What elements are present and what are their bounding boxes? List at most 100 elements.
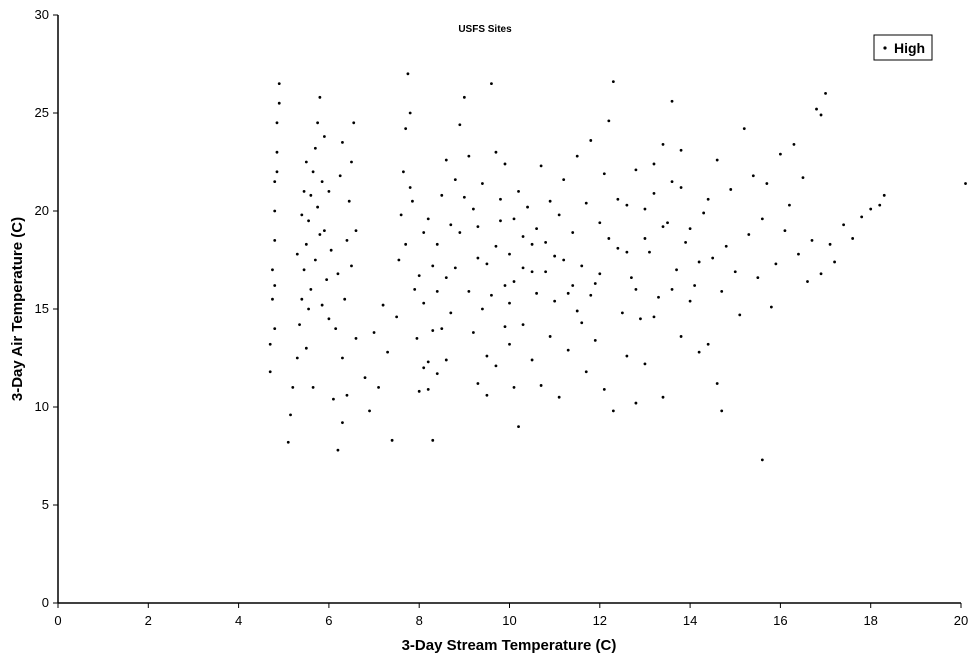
scatter-point [670,99,674,103]
scatter-point [453,178,457,182]
scatter-point [553,299,557,303]
scatter-point [295,252,299,256]
scatter-point [724,244,728,248]
scatter-point [706,342,710,346]
scatter-point [354,229,358,233]
scatter-point [779,152,782,156]
scatter-point [481,307,484,311]
scatter-point [815,107,818,111]
scatter-point [395,315,399,319]
scatter-point [593,282,597,285]
y-tick-label: 25 [35,105,49,120]
scatter-point [810,239,814,242]
scatter-point [485,354,489,358]
y-tick-label: 20 [35,203,49,218]
scatter-point [503,325,507,329]
scatter-point [833,260,836,264]
scatter-point [539,384,543,387]
scatter-point [300,213,304,217]
scatter-point [517,425,520,428]
scatter-point [878,203,882,207]
scatter-point [729,188,733,191]
x-tick-label: 2 [145,613,152,628]
scatter-point [341,141,344,144]
legend: High [873,34,933,61]
scatter-point [426,387,430,391]
scatter-point [352,121,356,125]
scatter-point [742,127,746,131]
x-ticks: 0 2 4 6 8 10 12 14 16 18 20 [54,603,968,628]
scatter-point [544,240,548,244]
scatter-point [449,311,453,315]
y-tick-label: 5 [42,497,49,512]
scatter-point [634,401,638,405]
scatter-point [548,335,552,338]
scatter-point [408,111,412,115]
scatter-point [571,284,575,287]
scatter-point [485,393,489,397]
x-tick-label: 10 [502,613,516,628]
scatter-point [530,270,534,274]
scatter-point [526,205,529,209]
scatter-point [422,231,426,234]
scatter-point [602,172,606,176]
scatter-point [697,350,701,354]
scatter-point [440,193,444,197]
scatter-point [453,266,457,270]
scatter-point [363,376,367,379]
scatter-point [320,303,324,307]
scatter-point [417,389,421,393]
scatter-point [313,258,317,262]
scatter-point [334,327,338,330]
scatter-point [688,299,692,303]
scatter-point [679,335,683,338]
scatter-point [964,182,967,185]
scatter-point [598,221,602,225]
scatter-point [792,142,796,146]
scatter-point [661,395,665,399]
scatter-point [580,321,584,325]
scatter-point [557,213,561,217]
scatter-point [275,150,279,154]
scatter-point [417,274,421,278]
scatter-point [652,315,656,319]
scatter-point [406,72,410,76]
scatter-point [311,170,315,174]
scatter-point [684,240,687,244]
y-ticks: 0 5 10 15 20 25 30 [35,7,58,610]
x-axis-title: 3-Day Stream Temperature (C) [402,637,617,654]
scatter-point [372,331,376,334]
scatter-point [345,393,349,397]
scatter-point [350,264,353,268]
scatter-point [634,288,638,291]
scatter-point [589,293,593,297]
scatter-point [706,197,710,201]
scatter-point [449,223,453,227]
scatter-point [304,242,308,246]
scatter-point [307,307,310,311]
chart-title: USFS Sites [458,24,512,35]
scatter-point [273,327,277,330]
scatter-point [422,366,426,370]
scatter-point [411,199,414,203]
scatter-point [652,162,656,166]
scatter-point [616,197,620,201]
legend-marker [883,46,887,50]
scatter-point [304,346,308,350]
scatter-point [661,225,665,229]
scatter-point [842,223,846,227]
scatter-point [309,288,313,291]
scatter-point [426,360,430,364]
scatter-point [580,264,584,268]
scatter-point [616,246,620,250]
scatter-point [639,317,642,321]
scatter-point [648,250,651,254]
scatter-point [350,160,353,164]
scatter-point [467,289,471,293]
scatter-point [329,248,333,252]
scatter-point [302,268,306,272]
scatter-point [548,199,552,203]
scatter-point [512,217,516,221]
scatter-point [851,237,855,240]
